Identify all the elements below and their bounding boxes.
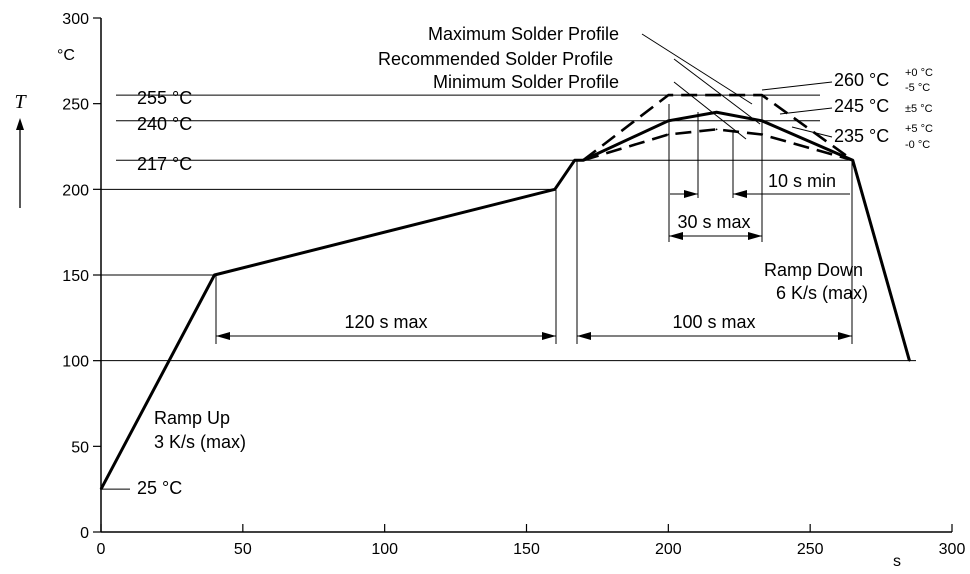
x-tick-label: 300 [939,541,966,558]
series-line-1 [582,93,854,162]
x-tick-label: 50 [234,541,252,558]
series-group [99,93,911,491]
svg-text:260 °C: 260 °C [834,70,889,90]
svg-text:235 °C: 235 °C [834,126,889,146]
series-line-0 [99,110,911,490]
label-30s: 30 s max [677,212,750,232]
reference-lines [101,94,916,490]
ref-label-25: 25 °C [137,478,182,498]
series-point [715,128,718,131]
series-point [213,274,216,276]
duration-arrows [216,190,852,340]
series-point [908,359,911,362]
label-10s: 10 s min [768,171,836,191]
ramp-down-line1: Ramp Down [764,260,863,280]
ramp-up-line2: 3 K/s (max) [154,432,246,452]
y-ticks: 0 50 100 150 200 250 300 [62,11,101,542]
peak-label-235: 235 °C +5 °C -0 °C [834,123,933,151]
svg-text:-5 °C: -5 °C [905,82,930,94]
y-tick-label: 100 [62,354,89,371]
peak-label-245: 245 °C ±5 °C [834,96,933,116]
x-ticks: 0 50 100 150 200 250 300 [97,524,966,558]
series-point [715,111,718,114]
y-tick-label: 200 [62,182,89,199]
peak-label-260: 260 °C +0 °C -5 °C [834,67,933,94]
series-point [667,94,670,96]
series-point [553,188,556,191]
ramp-down-line2: 6 K/s (max) [776,283,868,303]
y-tick-label: 250 [62,97,89,114]
series-line-2 [582,128,854,162]
leader-min [673,81,747,140]
label-120s: 120 s max [344,312,427,332]
x-tick-label: 200 [655,541,682,558]
x-axis-title: s [893,553,901,570]
y-tick-label: 150 [62,268,89,285]
label-recommended-profile: Recommended Solder Profile [378,49,613,69]
x-tick-label: 150 [513,541,540,558]
y-tick-label: 300 [62,11,89,28]
y-axis-arrow [16,118,24,208]
y-tick-label: 0 [80,525,89,542]
label-max-profile: Maximum Solder Profile [428,24,619,44]
svg-text:245 °C: 245 °C [834,96,889,116]
vertical-markers [215,96,853,344]
series-point [582,159,585,162]
y-unit-label: °C [57,47,75,64]
ramp-up-line1: Ramp Up [154,408,230,428]
peak-leaders [761,81,833,138]
y-tick-label: 50 [71,439,89,456]
y-axis-title: T [14,91,27,113]
series-point [573,159,576,162]
x-tick-label: 250 [797,541,824,558]
svg-text:±5 °C: ±5 °C [905,103,933,115]
label-min-profile: Minimum Solder Profile [433,72,619,92]
series-point [100,488,102,491]
svg-text:+5 °C: +5 °C [905,123,933,135]
leader-max [641,33,753,105]
series-point [761,94,763,96]
ref-label-240: 240 °C [137,114,192,134]
ref-label-217: 217 °C [137,154,192,174]
label-100s: 100 s max [672,312,755,332]
leader-recommended [673,58,761,125]
svg-text:-0 °C: -0 °C [905,139,930,151]
x-tick-label: 100 [371,541,398,558]
svg-text:+0 °C: +0 °C [905,67,933,79]
x-tick-label: 0 [97,541,106,558]
ref-label-255: 255 °C [137,88,192,108]
series-labels: Maximum Solder Profile Recommended Solde… [378,24,761,140]
